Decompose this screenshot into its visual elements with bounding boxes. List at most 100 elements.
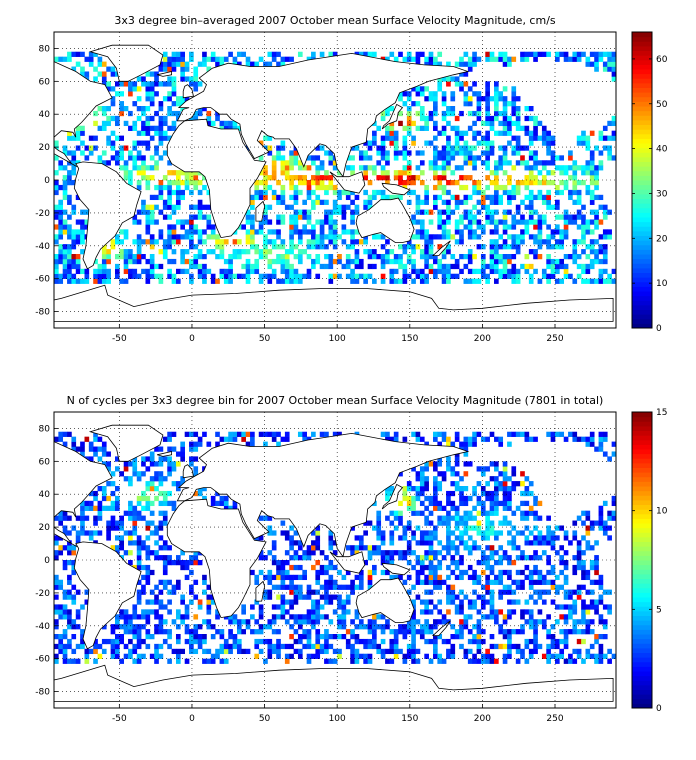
velocity-grid	[54, 32, 616, 328]
heatmap-bin	[507, 56, 512, 62]
heatmap-bin	[114, 505, 120, 511]
heatmap-bin	[411, 643, 416, 650]
heatmap-bin	[311, 263, 316, 270]
heatmap-bin	[537, 51, 543, 57]
heatmap-bin	[598, 249, 604, 255]
heatmap-bin	[284, 273, 290, 279]
heatmap-bin	[293, 638, 299, 645]
heatmap-bin	[62, 653, 68, 659]
heatmap-bin	[284, 609, 290, 615]
heatmap-bin	[380, 175, 386, 181]
heatmap-bin	[162, 495, 168, 502]
heatmap-bin	[193, 76, 199, 82]
heatmap-bin	[158, 476, 164, 482]
colorbar-segment	[632, 560, 652, 566]
heatmap-bin	[128, 540, 133, 546]
heatmap-bin	[93, 278, 98, 284]
heatmap-bin	[149, 609, 155, 615]
heatmap-bin	[533, 219, 538, 225]
heatmap-bin	[494, 175, 499, 181]
heatmap-bin	[58, 258, 64, 265]
heatmap-bin	[197, 214, 203, 220]
heatmap-bin	[297, 249, 303, 255]
heatmap-bin	[341, 229, 347, 235]
heatmap-bin	[175, 658, 181, 664]
heatmap-bin	[541, 180, 547, 186]
heatmap-bin	[245, 249, 251, 255]
heatmap-bin	[398, 535, 403, 541]
heatmap-bin	[132, 214, 138, 220]
heatmap-bin	[280, 189, 286, 196]
heatmap-bin	[398, 624, 403, 630]
heatmap-bin	[236, 51, 242, 57]
heatmap-bin	[210, 653, 216, 659]
heatmap-bin	[223, 658, 229, 664]
heatmap-bin	[263, 219, 268, 225]
colorbar-segment	[632, 527, 652, 533]
heatmap-bin	[110, 71, 116, 77]
heatmap-bin	[145, 145, 151, 151]
heatmap-bin	[149, 258, 155, 265]
heatmap-bin	[559, 431, 565, 437]
heatmap-bin	[459, 81, 464, 87]
heatmap-bin	[476, 268, 482, 275]
heatmap-bin	[402, 273, 408, 279]
heatmap-bin	[433, 61, 438, 67]
heatmap-bin	[507, 199, 512, 205]
heatmap-bin	[145, 555, 151, 561]
heatmap-bin	[463, 91, 469, 97]
heatmap-bin	[546, 145, 551, 151]
heatmap-bin	[345, 629, 351, 635]
heatmap-bin	[258, 604, 264, 610]
heatmap-bin	[167, 61, 172, 67]
heatmap-bin	[306, 653, 312, 659]
colorbar-segment	[632, 198, 652, 204]
heatmap-bin	[280, 170, 286, 176]
heatmap-bin	[589, 170, 595, 176]
heatmap-bin	[219, 120, 225, 127]
heatmap-bin	[424, 604, 429, 610]
heatmap-bin	[393, 140, 399, 146]
heatmap-bin	[528, 653, 534, 659]
heatmap-bin	[419, 476, 425, 482]
heatmap-bin	[267, 249, 273, 255]
heatmap-bin	[406, 180, 412, 186]
heatmap-bin	[110, 624, 116, 630]
heatmap-bin	[71, 436, 77, 442]
heatmap-bin	[167, 110, 172, 117]
heatmap-bin	[180, 254, 185, 260]
heatmap-bin	[62, 209, 68, 215]
heatmap-bin	[476, 180, 482, 186]
colorbar-segment	[632, 583, 652, 589]
heatmap-bin	[93, 643, 98, 650]
heatmap-bin	[524, 160, 530, 166]
heatmap-bin	[411, 86, 416, 92]
heatmap-bin	[511, 481, 517, 487]
heatmap-bin	[171, 500, 177, 507]
heatmap-bin	[276, 629, 281, 635]
heatmap-bin	[101, 120, 107, 127]
heatmap-bin	[424, 599, 429, 605]
heatmap-bin	[110, 239, 116, 245]
heatmap-bin	[145, 273, 151, 279]
heatmap-bin	[267, 145, 273, 151]
heatmap-bin	[136, 515, 142, 521]
heatmap-bin	[607, 515, 612, 521]
heatmap-bin	[598, 648, 604, 655]
heatmap-bin	[141, 653, 146, 659]
heatmap-bin	[215, 614, 220, 620]
heatmap-bin	[337, 194, 342, 201]
heatmap-bin	[454, 436, 460, 442]
heatmap-bin	[502, 490, 508, 497]
heatmap-bin	[446, 273, 451, 279]
heatmap-bin	[589, 589, 595, 595]
heatmap-bin	[494, 56, 499, 62]
colorbar-segment	[632, 573, 652, 580]
heatmap-bin	[67, 160, 72, 166]
heatmap-bin	[154, 550, 159, 556]
heatmap-bin	[202, 263, 207, 270]
colorbar-segment	[632, 689, 652, 695]
heatmap-bin	[119, 106, 125, 112]
heatmap-bin	[88, 535, 94, 541]
heatmap-bin	[106, 638, 111, 645]
